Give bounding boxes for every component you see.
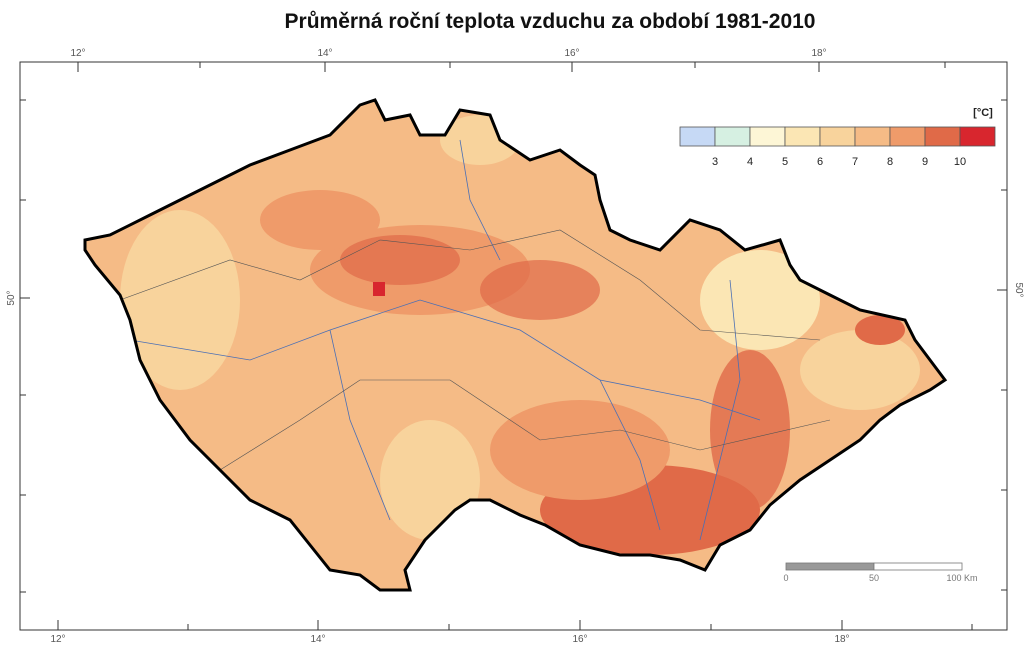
legend-label: 10: [954, 156, 966, 168]
scale-bar: [785, 562, 963, 571]
map-frame: [19, 61, 1008, 631]
legend-label: 4: [747, 156, 753, 168]
legend-swatch: [889, 126, 926, 147]
scale-label: 100 Km: [946, 573, 977, 583]
legend-swatch: [679, 126, 716, 147]
graticule-label: 50°: [1013, 282, 1024, 297]
scale-label: 0: [783, 573, 788, 583]
graticule-label: 12°: [70, 48, 85, 59]
legend-swatch: [784, 126, 821, 147]
legend-label: 3: [712, 156, 718, 168]
legend-label: 9: [922, 156, 928, 168]
map-title: Průměrná roční teplota vzduchu za období…: [285, 10, 816, 33]
graticule-label: 16°: [564, 48, 579, 59]
temperature-surface: [85, 100, 945, 590]
legend-label: 6: [817, 156, 823, 168]
graticule-label: 18°: [811, 48, 826, 59]
legend-swatch: [959, 126, 996, 147]
legend: 3 4 5 6 7 8 9 10: [679, 126, 996, 168]
legend-swatch: [854, 126, 891, 147]
legend-label: 5: [782, 156, 788, 168]
legend-label: 8: [887, 156, 893, 168]
graticule-label: 16°: [572, 634, 587, 645]
legend-swatch: [714, 126, 751, 147]
frame-ticks: [20, 62, 1007, 630]
legend-swatch: [819, 126, 856, 147]
legend-unit: [°C]: [973, 107, 993, 119]
legend-swatch: [749, 126, 786, 147]
graticule-label: 50°: [6, 290, 17, 305]
legend-label: 7: [852, 156, 858, 168]
legend-swatch: [924, 126, 961, 147]
scale-label: 50: [869, 573, 879, 583]
graticule-label: 14°: [317, 48, 332, 59]
graticule-label: 18°: [834, 634, 849, 645]
graticule-label: 14°: [310, 634, 325, 645]
graticule-label: 12°: [50, 634, 65, 645]
